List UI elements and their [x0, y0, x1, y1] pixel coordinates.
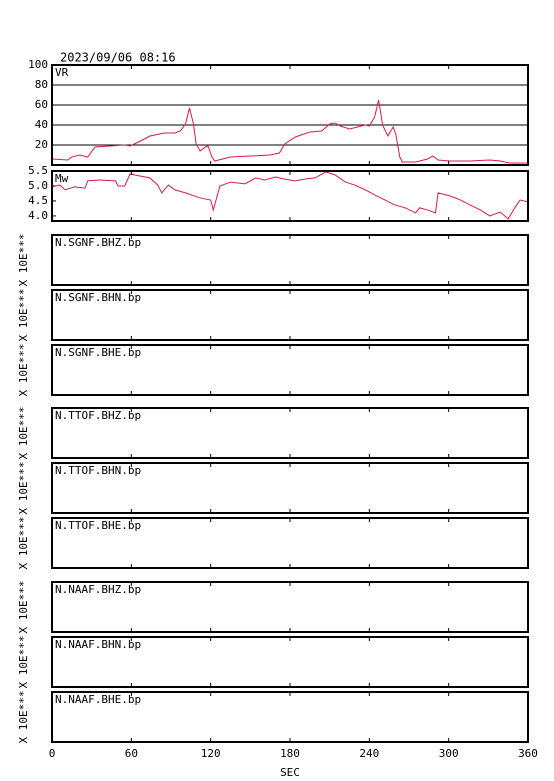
x-tick-label: 300: [439, 747, 459, 760]
figure-title: 2023/09/06 08:16: [60, 51, 176, 65]
trace-label: N.TTOF.BHN.bp: [55, 464, 141, 477]
y-tick-label: 20: [35, 138, 48, 151]
trace-y-label: X 10E***: [17, 581, 30, 634]
y-tick-label: 5.0: [28, 179, 48, 192]
trace-label: N.NAAF.BHE.bp: [55, 693, 141, 706]
trace-label: N.SGNF.BHZ.bp: [55, 236, 141, 249]
y-tick-label: 40: [35, 118, 48, 131]
y-tick-label: 60: [35, 98, 48, 111]
trace-y-label: X 10E***: [17, 636, 30, 689]
x-tick-label: 120: [201, 747, 221, 760]
trace-y-label: X 10E***: [17, 407, 30, 460]
trace-frame: [51, 462, 529, 514]
trace-frame: [51, 517, 529, 569]
x-tick-label: 60: [125, 747, 138, 760]
trace-y-label: X 10E***: [17, 344, 30, 397]
trace-frame: [51, 691, 529, 743]
panel-frame: [51, 64, 529, 166]
trace-y-label: X 10E***: [17, 289, 30, 342]
x-tick-label: 360: [518, 747, 538, 760]
x-tick-label: 240: [359, 747, 379, 760]
trace-label: N.TTOF.BHZ.bp: [55, 409, 141, 422]
x-axis-label: SEC: [280, 766, 300, 779]
panel-frame: [51, 170, 529, 222]
panel-label: Mw: [55, 172, 69, 185]
data-line: [51, 171, 529, 220]
trace-frame: [51, 344, 529, 396]
trace-label: N.NAAF.BHZ.bp: [55, 583, 141, 596]
x-tick-label: 180: [280, 747, 300, 760]
trace-y-label: X 10E***: [17, 234, 30, 287]
y-tick-label: 4.5: [28, 194, 48, 207]
trace-frame: [51, 581, 529, 633]
trace-y-label: X 10E***: [17, 691, 30, 744]
panel-label: VR: [55, 66, 69, 79]
y-tick-label: 100: [28, 58, 48, 71]
x-tick-label: 0: [49, 747, 56, 760]
y-tick-label: 4.0: [28, 209, 48, 222]
trace-label: N.NAAF.BHN.bp: [55, 638, 141, 651]
trace-y-label: X 10E***: [17, 517, 30, 570]
trace-label: N.TTOF.BHE.bp: [55, 519, 141, 532]
trace-frame: [51, 636, 529, 688]
trace-label: N.SGNF.BHE.bp: [55, 346, 141, 359]
trace-frame: [51, 234, 529, 286]
trace-frame: [51, 407, 529, 459]
data-line: [51, 99, 528, 164]
trace-frame: [51, 289, 529, 341]
trace-label: N.SGNF.BHN.bp: [55, 291, 141, 304]
y-tick-label: 80: [35, 78, 48, 91]
trace-y-label: X 10E***: [17, 462, 30, 515]
y-tick-label: 5.5: [28, 164, 48, 177]
